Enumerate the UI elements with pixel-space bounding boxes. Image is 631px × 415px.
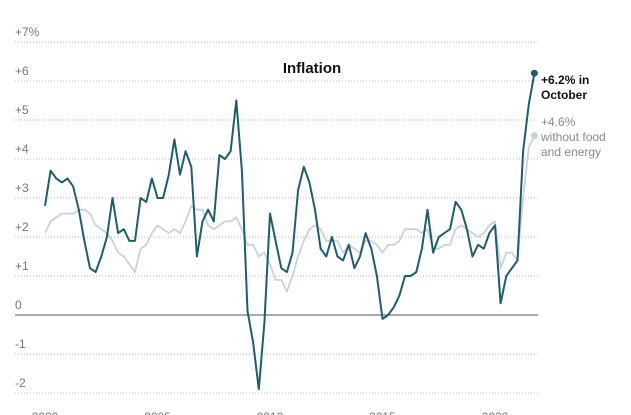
annotation: +6.2% in xyxy=(541,73,589,87)
y-tick-label: -2 xyxy=(15,376,26,390)
annotation: without food xyxy=(540,130,606,144)
annotation: +4.6% xyxy=(541,115,576,129)
y-tick-label: +3 xyxy=(15,181,29,195)
y-tick-label: +7% xyxy=(15,25,40,39)
series-line xyxy=(44,73,536,391)
y-tick-label: +4 xyxy=(15,142,29,156)
y-tick-label: +1 xyxy=(15,259,29,273)
annotation: and energy xyxy=(541,145,601,159)
x-tick-label: 2005 xyxy=(144,410,171,415)
x-tick-label: 2010 xyxy=(257,410,284,415)
x-tick-label: 2015 xyxy=(369,410,396,415)
end-dot xyxy=(530,132,538,140)
x-tick-label: 2000 xyxy=(32,410,59,415)
chart-title: Inflation xyxy=(283,60,341,77)
y-tick-label: +5 xyxy=(15,103,29,117)
end-dot xyxy=(530,69,538,77)
y-tick-label: -1 xyxy=(15,337,26,351)
y-tick-label: +2 xyxy=(15,220,29,234)
x-tick-label: 2020 xyxy=(482,410,509,415)
y-tick-label: +6 xyxy=(15,64,29,78)
annotation: October xyxy=(541,88,587,102)
y-tick-label: 0 xyxy=(15,298,22,312)
series-line xyxy=(44,135,536,293)
